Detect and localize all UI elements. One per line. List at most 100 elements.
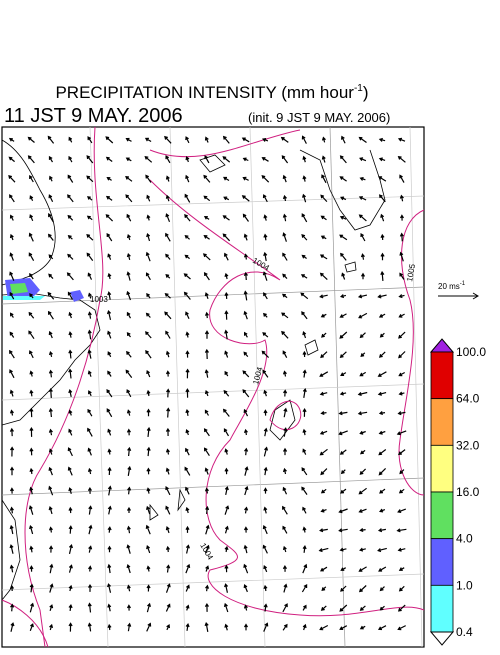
wind-arrow xyxy=(48,448,53,455)
wind-arrow xyxy=(339,547,347,552)
wind-arrow xyxy=(261,157,269,162)
wind-arrow xyxy=(398,567,405,571)
wind-arrow xyxy=(47,135,55,144)
wind-arrow xyxy=(263,466,268,476)
wind-arrow xyxy=(106,176,112,181)
wind-arrow xyxy=(360,232,366,242)
wind-arrow xyxy=(339,215,347,220)
wind-arrow xyxy=(126,350,132,358)
wind-arrow xyxy=(48,545,54,553)
wind-arrow xyxy=(126,234,131,241)
colorbar: 100.0 64.0 32.0 16.0 4.0 1.0 0.4 xyxy=(429,338,486,646)
wind-arrow xyxy=(9,524,14,535)
wind-arrow xyxy=(105,136,114,144)
wind-arrow xyxy=(397,508,407,513)
wind-arrow xyxy=(185,428,190,436)
wind-arrow xyxy=(48,428,53,436)
wind-arrow xyxy=(242,213,249,222)
wind-arrow xyxy=(185,368,190,379)
wind-arrow xyxy=(105,195,113,201)
wind-arrow xyxy=(282,370,287,377)
wind-arrow xyxy=(300,274,308,279)
title-close: ) xyxy=(363,83,369,102)
wind-arrow xyxy=(261,138,269,142)
wind-arrow xyxy=(340,196,347,201)
wind-arrow xyxy=(106,408,113,418)
wind-arrow xyxy=(204,155,210,164)
wind-arrow xyxy=(87,311,92,319)
wind-arrow xyxy=(380,252,385,261)
wind-arrow xyxy=(377,547,387,553)
wind-arrow xyxy=(263,409,268,416)
vector-reference-text: 20 ms xyxy=(438,282,460,291)
wind-arrow xyxy=(185,506,190,514)
wind-arrow xyxy=(126,311,132,319)
wind-arrow xyxy=(145,251,151,262)
wind-arrow xyxy=(68,349,73,359)
wind-arrow xyxy=(223,428,230,437)
wind-arrow xyxy=(242,389,250,398)
wind-arrow xyxy=(359,177,366,181)
wind-arrow xyxy=(283,389,288,397)
wind-arrow xyxy=(9,506,14,514)
wind-arrow xyxy=(203,428,210,437)
coastline xyxy=(199,149,386,231)
wind-arrow xyxy=(399,194,404,202)
wind-arrow xyxy=(340,469,346,475)
wind-arrow xyxy=(357,391,368,396)
title-text: PRECIPITATION INTENSITY (mm hour xyxy=(55,83,354,102)
wind-arrow xyxy=(48,369,53,378)
wind-arrow xyxy=(146,622,152,632)
wind-arrow xyxy=(185,350,190,358)
wind-arrow xyxy=(358,508,367,513)
wind-arrow xyxy=(88,505,93,515)
wind-arrow xyxy=(9,312,14,318)
wind-arrow xyxy=(49,583,54,593)
wind-arrow xyxy=(165,232,171,242)
wind-arrow xyxy=(165,350,170,358)
wind-arrow xyxy=(224,485,229,496)
wind-arrow xyxy=(185,174,190,183)
wind-arrow xyxy=(184,466,191,476)
wind-arrow xyxy=(145,331,152,339)
wind-arrow xyxy=(166,564,171,573)
wind-arrow xyxy=(397,137,406,142)
wind-arrow xyxy=(185,331,190,338)
wind-arrow xyxy=(9,271,15,281)
wind-arrow xyxy=(145,349,152,359)
wind-arrow xyxy=(107,485,112,496)
wind-arrow xyxy=(165,194,170,202)
wind-arrow xyxy=(359,449,366,455)
wind-arrow xyxy=(87,622,92,632)
wind-arrow xyxy=(9,544,14,554)
wind-arrow xyxy=(359,332,366,339)
wind-arrow xyxy=(244,506,249,514)
wind-arrow xyxy=(302,330,307,339)
wind-arrow xyxy=(359,430,366,435)
wind-arrow xyxy=(183,273,191,280)
wind-arrow xyxy=(282,273,288,280)
wind-arrow xyxy=(302,350,307,358)
wind-arrow xyxy=(125,194,133,203)
wind-arrow xyxy=(107,370,112,377)
latitude-line xyxy=(1,286,425,305)
wind-arrow xyxy=(319,294,328,299)
wind-arrow xyxy=(321,332,327,338)
wind-arrow xyxy=(224,350,229,358)
wind-arrow xyxy=(340,252,347,261)
wind-arrow xyxy=(340,567,347,571)
colorbar-label: 4.0 xyxy=(456,532,473,546)
wind-arrow xyxy=(86,215,93,221)
wind-arrow xyxy=(224,623,229,631)
colorbar-label: 32.0 xyxy=(456,438,480,452)
wind-arrow xyxy=(360,253,365,260)
wind-arrow xyxy=(243,253,248,260)
wind-arrow xyxy=(9,252,14,261)
longitude-line xyxy=(89,126,423,648)
wind-arrow xyxy=(302,175,307,182)
wind-arrow xyxy=(396,430,407,436)
wind-arrow xyxy=(359,547,366,552)
wind-arrow xyxy=(302,526,307,533)
wind-arrow xyxy=(165,525,170,534)
wind-arrow xyxy=(282,525,288,534)
